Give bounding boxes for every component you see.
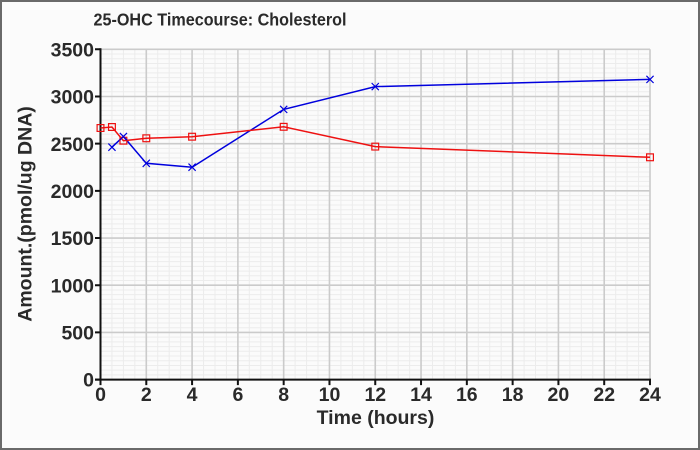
svg-text:0: 0 <box>83 370 94 392</box>
svg-text:2000: 2000 <box>51 181 95 203</box>
svg-text:25-OHC Timecourse: Cholesterol: 25-OHC Timecourse: Cholesterol <box>94 9 347 29</box>
svg-text:8: 8 <box>278 384 289 406</box>
svg-text:3000: 3000 <box>51 87 95 109</box>
svg-text:18: 18 <box>502 384 524 406</box>
svg-text:1500: 1500 <box>51 228 95 250</box>
svg-text:10: 10 <box>319 384 341 406</box>
svg-text:22: 22 <box>593 384 615 406</box>
svg-text:2500: 2500 <box>51 134 95 156</box>
svg-text:0: 0 <box>95 384 106 406</box>
svg-text:20: 20 <box>548 384 570 406</box>
svg-text:16: 16 <box>456 384 478 406</box>
svg-text:Time (hours): Time (hours) <box>317 407 435 429</box>
svg-text:24: 24 <box>639 384 661 406</box>
svg-text:1000: 1000 <box>51 275 95 297</box>
svg-text:500: 500 <box>61 323 94 345</box>
svg-text:14: 14 <box>410 384 432 406</box>
svg-text:12: 12 <box>364 384 386 406</box>
svg-text:Amount.(pmol/ug DNA): Amount.(pmol/ug DNA) <box>14 106 36 322</box>
svg-text:6: 6 <box>232 384 243 406</box>
svg-text:3500: 3500 <box>51 39 95 61</box>
svg-text:2: 2 <box>141 384 152 406</box>
svg-text:4: 4 <box>187 384 198 406</box>
